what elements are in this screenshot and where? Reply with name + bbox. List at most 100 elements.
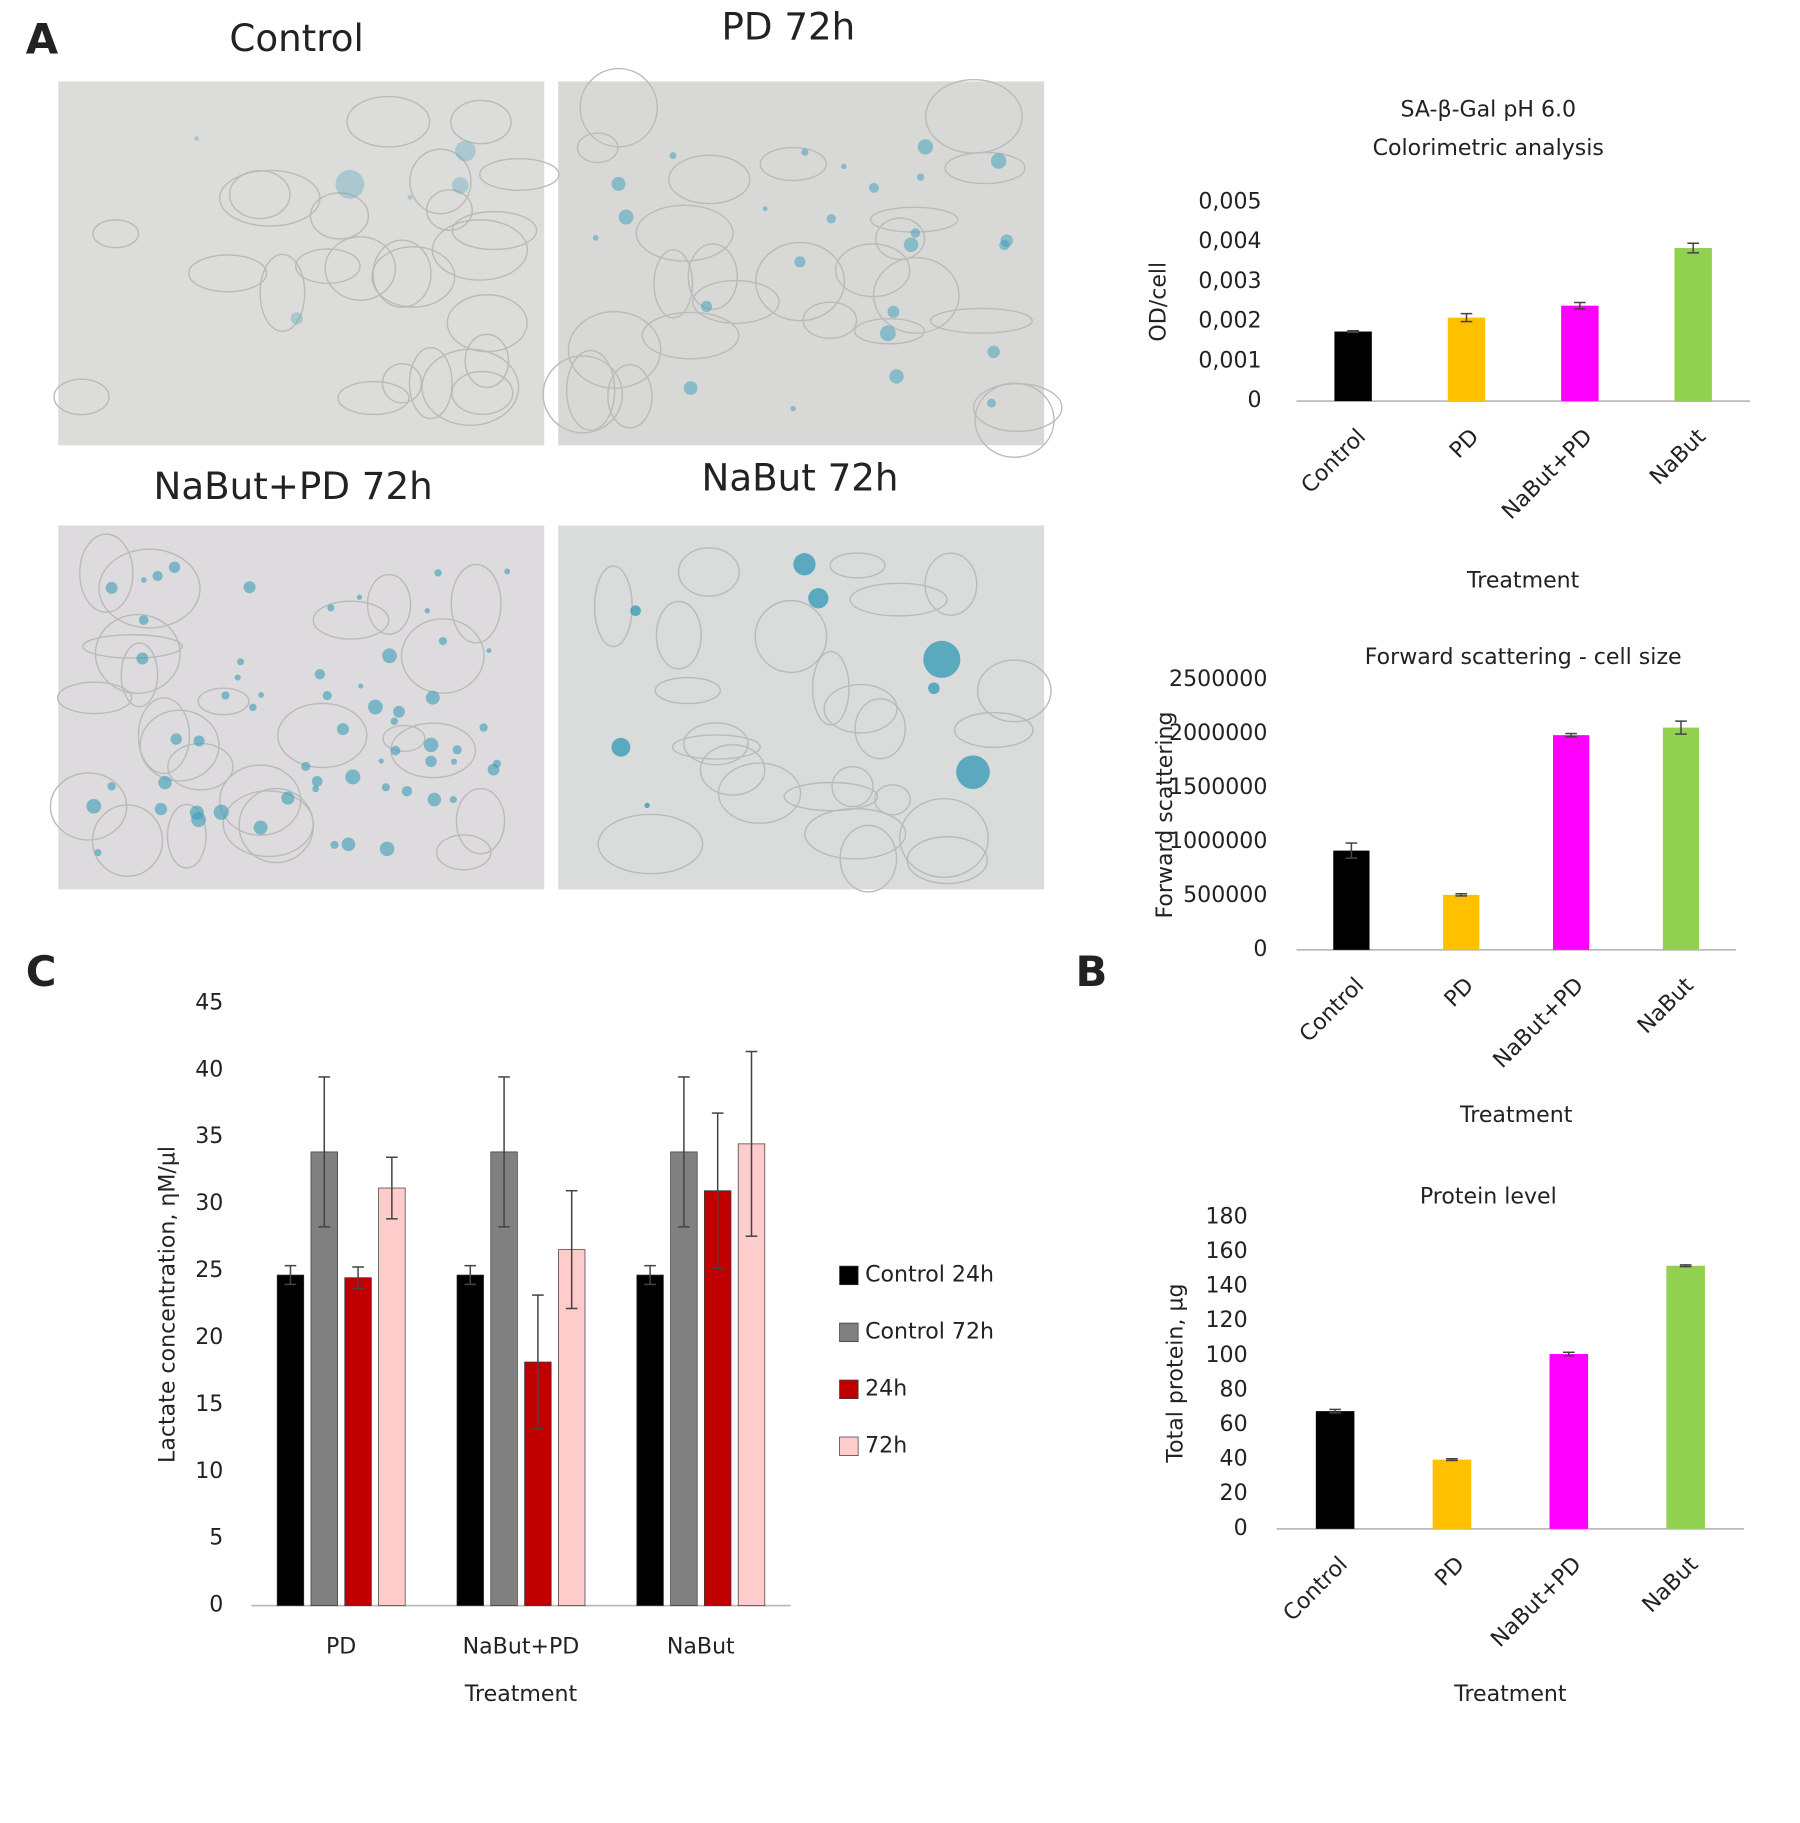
y-axis-label: OD/cell — [1146, 262, 1171, 342]
bar — [1561, 305, 1599, 402]
cell-outline — [671, 734, 761, 760]
x-axis-label: Treatment — [1453, 1682, 1567, 1707]
cell-outline — [811, 650, 850, 726]
stain — [903, 237, 919, 253]
cell-outline — [464, 333, 510, 389]
chart-title: Forward scattering - cell size — [1365, 645, 1682, 670]
stain — [221, 691, 230, 700]
x-tick-label: Control — [1279, 1552, 1353, 1626]
stain — [808, 588, 829, 609]
cell-outline — [49, 772, 128, 841]
stain — [987, 345, 1000, 359]
stain — [345, 769, 361, 785]
stain — [455, 140, 476, 162]
stain — [630, 605, 641, 617]
y-axis-label: Lactate concentration, ηM/µl — [156, 1146, 181, 1463]
y-tick-label: 0,005 — [1198, 189, 1261, 214]
error-bar — [1574, 301, 1586, 310]
cell-outline — [783, 781, 879, 812]
cell-outline — [974, 382, 1055, 458]
error-bar — [1347, 329, 1359, 334]
error-bar — [678, 1076, 690, 1228]
legend-swatch — [839, 1436, 859, 1456]
cell-outline — [455, 787, 506, 855]
cell-outline — [655, 600, 702, 670]
bar — [276, 1274, 305, 1606]
cell-outline — [56, 681, 133, 715]
y-tick-label: 180 — [1205, 1204, 1247, 1229]
stain — [312, 785, 320, 793]
cell-outline — [53, 378, 110, 416]
error-bar — [1562, 1351, 1575, 1357]
cell-outline — [976, 659, 1052, 723]
error-bar — [1446, 1457, 1458, 1462]
error-bar — [464, 1264, 477, 1286]
stain — [335, 169, 365, 199]
y-tick-label: 2500000 — [1169, 667, 1267, 692]
bar — [456, 1274, 484, 1606]
y-tick-label: 10 — [195, 1459, 223, 1484]
y-tick-label: 20 — [1220, 1481, 1248, 1506]
cell-outline — [324, 236, 397, 301]
cell-outline — [98, 548, 201, 629]
cell-outline — [435, 834, 492, 871]
stain — [451, 177, 469, 194]
stain — [258, 692, 265, 698]
bar — [1662, 727, 1700, 950]
cell-outline — [479, 157, 560, 191]
cell-outline — [654, 676, 722, 705]
stain — [889, 369, 904, 384]
stain — [956, 755, 990, 789]
stain — [425, 755, 437, 768]
cell-outline — [853, 318, 925, 345]
cell-outline — [366, 573, 412, 635]
stain — [301, 761, 311, 771]
cell-outline — [874, 784, 911, 816]
cell-outline — [197, 687, 250, 716]
stain — [425, 690, 440, 705]
error-bar — [1455, 893, 1468, 897]
cell-outline — [839, 824, 898, 893]
cell-outline — [219, 764, 302, 836]
stain — [330, 840, 339, 849]
stain — [701, 300, 713, 312]
x-tick-label: NaBut+PD — [1489, 973, 1589, 1073]
stain — [683, 381, 698, 395]
bar — [1333, 850, 1370, 950]
cell-outline — [259, 253, 306, 332]
y-tick-label: 0,003 — [1198, 269, 1261, 294]
stain — [170, 733, 182, 745]
cell-outline — [408, 347, 453, 420]
y-tick-label: 0 — [1248, 388, 1262, 413]
cell-outline — [409, 148, 472, 215]
y-tick-label: 20 — [195, 1325, 223, 1350]
x-tick-label: NaBut+PD — [463, 1634, 580, 1659]
cell-outline — [929, 307, 1033, 334]
x-tick-label: NaBut — [1645, 424, 1711, 490]
cell-outline — [222, 790, 314, 858]
error-bar — [386, 1156, 398, 1220]
panel-label: A — [26, 14, 59, 63]
legend-swatch — [839, 1265, 859, 1286]
stain — [193, 735, 205, 747]
cell-outline — [653, 249, 694, 319]
cell-outline — [346, 95, 431, 148]
error-bar — [352, 1266, 364, 1290]
x-tick-label: NaBut — [1638, 1552, 1704, 1618]
x-tick-label: NaBut — [1633, 973, 1699, 1039]
chart-title: SA-β-Gal pH 6.0 — [1400, 97, 1576, 122]
y-tick-label: 60 — [1220, 1412, 1248, 1437]
stain — [504, 568, 511, 575]
stain — [105, 581, 118, 594]
panel-label: B — [1076, 947, 1108, 996]
cell-outline — [565, 349, 616, 431]
y-tick-label: 1000000 — [1169, 829, 1267, 854]
cell-outline — [699, 744, 766, 796]
stain — [378, 758, 384, 764]
bar — [636, 1274, 664, 1606]
stain — [249, 703, 257, 712]
stain — [917, 139, 934, 155]
stain — [341, 837, 356, 852]
stain — [381, 783, 390, 792]
cell-outline — [425, 189, 473, 232]
